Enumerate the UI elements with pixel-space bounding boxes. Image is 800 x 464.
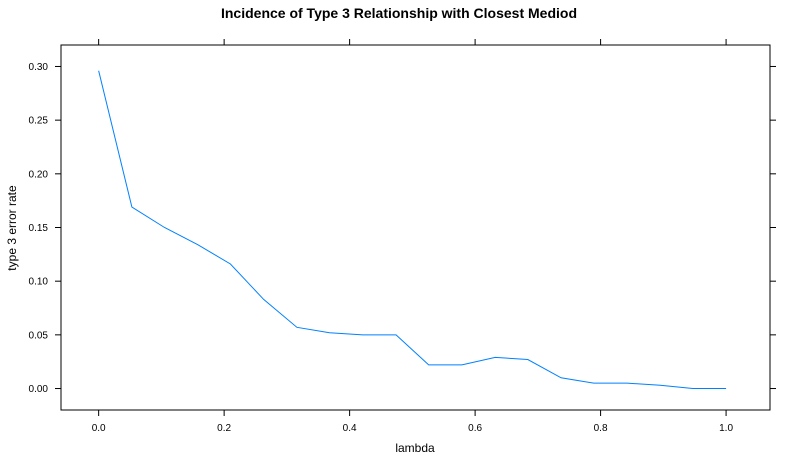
y-tick-label: 0.20	[29, 169, 49, 180]
y-tick-label: 0.00	[29, 384, 49, 395]
axis-ticks: 0.0 0.2 0.4 0.6 0.8 1.0 0.00 0.05 0.10 0.15 0.20 0.…	[29, 39, 776, 434]
y-tick-label: 0.15	[29, 223, 49, 234]
x-tick-label: 0.4	[343, 423, 357, 434]
plot-frame	[60, 44, 771, 411]
y-axis-label: type 3 error rate	[5, 185, 19, 271]
x-axis-label: lambda	[395, 441, 435, 455]
y-tick-label: 0.25	[29, 116, 49, 127]
x-tick-label: 0.0	[92, 423, 106, 434]
x-tick-label: 0.8	[594, 423, 608, 434]
x-tick-label: 0.6	[468, 423, 482, 434]
y-tick-label: 0.30	[29, 62, 49, 73]
y-tick-label: 0.10	[29, 277, 49, 288]
series-layer	[98, 70, 727, 390]
x-tick-label: 0.2	[217, 423, 231, 434]
x-tick-label: 1.0	[719, 423, 733, 434]
y-tick-label: 0.05	[29, 330, 49, 341]
series-line	[98, 70, 727, 390]
chart-title: Incidence of Type 3 Relationship with Cl…	[221, 5, 577, 21]
